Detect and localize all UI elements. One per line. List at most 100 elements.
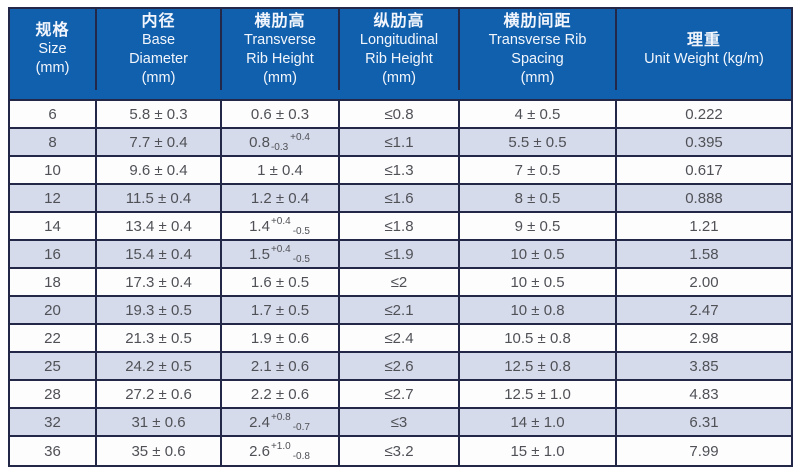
rebar-spec-table: 规格 Size (mm) 内径 Base Diameter (mm) 横肋高 Transvers… — [8, 7, 793, 467]
column-header-en: (mm) — [141, 69, 176, 86]
tolerance-upper: +0.4 — [270, 215, 291, 227]
cell-size: 32 — [10, 409, 97, 435]
column-header-en: (mm) — [520, 69, 555, 86]
cell-longitudinal_rib_height: ≤2.1 — [340, 297, 460, 323]
cell-transverse_rib_height: 1.4 +0.4 -0.5 — [222, 213, 340, 239]
column-header-unit_weight: 理重 Unit Weight (kg/m) — [617, 9, 791, 90]
cell-transverse_rib_spacing: 9 ± 0.5 — [460, 213, 617, 239]
cell-base_diameter: 5.8 ± 0.3 — [97, 101, 222, 127]
column-header-en: Rib Height — [246, 50, 314, 67]
cell-transverse_rib_spacing: 12.5 ± 0.8 — [460, 353, 617, 379]
cell-transverse_rib_spacing: 10.5 ± 0.8 — [460, 325, 617, 351]
cell-unit_weight: 1.21 — [689, 217, 719, 235]
cell-base_diameter: 27.2 ± 0.6 — [97, 381, 222, 407]
table-row: 12 11.5 ± 0.4 1.2 ± 0.4 ≤1.6 8 ± 0.5 0.888 — [10, 185, 791, 213]
cell-transverse_rib_spacing: 4 ± 0.5 — [460, 101, 617, 127]
cell-base_diameter: 15.4 ± 0.4 — [97, 241, 222, 267]
cell-transverse_rib_height: 1.9 ± 0.6 — [222, 325, 340, 351]
cell-size: 8 — [10, 129, 97, 155]
table-row: 32 31 ± 0.6 2.4 +0.8 -0.7 ≤3 14 ± 1.0 6.31 — [10, 409, 791, 437]
cell-size: 6 — [10, 101, 97, 127]
cell-unit_weight: 0.395 — [685, 133, 723, 151]
cell-size: 18 — [10, 269, 97, 295]
column-header-cn: 横肋高 — [254, 12, 306, 30]
cell-size: 20 — [10, 297, 97, 323]
cell-base_diameter: 11.5 ± 0.4 — [97, 185, 222, 211]
table-row: 20 19.3 ± 0.5 1.7 ± 0.5 ≤2.1 10 ± 0.8 2.47 — [10, 297, 791, 325]
column-header-base_diameter: 内径 Base Diameter (mm) — [97, 9, 222, 90]
table-row: 25 24.2 ± 0.5 2.1 ± 0.6 ≤2.6 12.5 ± 0.8 3.85 — [10, 353, 791, 381]
column-header-cn: 理重 — [686, 31, 721, 49]
column-header-en: Spacing — [511, 50, 564, 67]
cell-size: 22 — [10, 325, 97, 351]
cell-transverse_rib_height: 2.2 ± 0.6 — [222, 381, 340, 407]
tolerance-base-value: 0.8 — [249, 133, 270, 151]
cell-transverse_rib_spacing: 10 ± 0.8 — [460, 297, 617, 323]
cell-transverse_rib_height: 1 ± 0.4 — [222, 157, 340, 183]
cell-transverse_rib_spacing: 8 ± 0.5 — [460, 185, 617, 211]
tolerance-upper: +1.0 — [270, 440, 291, 452]
cell-longitudinal_rib_height: ≤3 — [340, 409, 460, 435]
cell-size: 25 — [10, 353, 97, 379]
cell-unit_weight: 3.85 — [689, 357, 719, 375]
cell-longitudinal_rib_height: ≤2.7 — [340, 381, 460, 407]
cell-longitudinal_rib_height: ≤0.8 — [340, 101, 460, 127]
tolerance-base-value: 1.5 — [249, 245, 270, 263]
tolerance-lower: -0.3 — [270, 141, 289, 153]
cell-longitudinal_rib_height: ≤2 — [340, 269, 460, 295]
cell-base_diameter: 24.2 ± 0.5 — [97, 353, 222, 379]
cell-unit_weight: 4.83 — [689, 385, 719, 403]
table-row: 14 13.4 ± 0.4 1.4 +0.4 -0.5 ≤1.8 9 ± 0.5 1.21 — [10, 213, 791, 241]
table-row: 10 9.6 ± 0.4 1 ± 0.4 ≤1.3 7 ± 0.5 0.617 — [10, 157, 791, 185]
table-row: 22 21.3 ± 0.5 1.9 ± 0.6 ≤2.4 10.5 ± 0.8 2.98 — [10, 325, 791, 353]
cell-base_diameter: 13.4 ± 0.4 — [97, 213, 222, 239]
column-header-longitudinal_rib_height: 纵肋高 Longitudinal Rib Height (mm) — [340, 9, 460, 90]
cell-transverse_rib_height: 0.6 ± 0.3 — [222, 101, 340, 127]
cell-size: 12 — [10, 185, 97, 211]
cell-unit_weight: 6.31 — [689, 413, 719, 431]
cell-transverse_rib_height: 2.4 +0.8 -0.7 — [222, 409, 340, 435]
cell-transverse_rib_height: 1.6 ± 0.5 — [222, 269, 340, 295]
cell-base_diameter: 21.3 ± 0.5 — [97, 325, 222, 351]
cell-base_diameter: 9.6 ± 0.4 — [97, 157, 222, 183]
column-header-en: (mm) — [263, 69, 297, 86]
cell-transverse_rib_spacing: 5.5 ± 0.5 — [460, 129, 617, 155]
cell-transverse_rib_height: 1.5 +0.4 -0.5 — [222, 241, 340, 267]
cell-longitudinal_rib_height: ≤2.4 — [340, 325, 460, 351]
tolerance-base-value: 2.4 — [249, 413, 270, 431]
column-header-cn: 内径 — [141, 12, 176, 30]
tolerance-lower: -0.5 — [292, 253, 310, 265]
cell-base_diameter: 7.7 ± 0.4 — [97, 129, 222, 155]
table-row: 8 7.7 ± 0.4 0.8 -0.3 +0.4 ≤1.1 5.5 ± 0.5 0.395 — [10, 129, 791, 157]
table-row: 36 35 ± 0.6 2.6 +1.0 -0.8 ≤3.2 15 ± 1.0 7.99 — [10, 437, 791, 465]
cell-unit_weight: 2.00 — [689, 273, 719, 291]
cell-unit_weight: 0.617 — [685, 161, 723, 179]
cell-size: 14 — [10, 213, 97, 239]
column-header-en: Size — [38, 41, 67, 57]
tolerance-lower: -0.8 — [292, 450, 310, 462]
cell-transverse_rib_height: 1.2 ± 0.4 — [222, 185, 340, 211]
cell-longitudinal_rib_height: ≤1.9 — [340, 241, 460, 267]
cell-transverse_rib_spacing: 15 ± 1.0 — [460, 437, 617, 465]
cell-transverse_rib_height: 2.6 +1.0 -0.8 — [222, 437, 340, 465]
cell-unit_weight: 7.99 — [689, 442, 719, 460]
cell-transverse_rib_spacing: 10 ± 0.5 — [460, 241, 617, 267]
table-row: 6 5.8 ± 0.3 0.6 ± 0.3 ≤0.8 4 ± 0.5 0.222 — [10, 101, 791, 129]
cell-transverse_rib_height: 2.1 ± 0.6 — [222, 353, 340, 379]
column-header-en: Longitudinal — [359, 31, 439, 48]
tolerance-base-value: 1.4 — [249, 217, 270, 235]
cell-size: 10 — [10, 157, 97, 183]
tolerance-base-value: 2.6 — [249, 442, 270, 460]
cell-longitudinal_rib_height: ≤3.2 — [340, 437, 460, 465]
cell-transverse_rib_spacing: 14 ± 1.0 — [460, 409, 617, 435]
column-header-en: Rib Height — [365, 50, 433, 67]
cell-base_diameter: 19.3 ± 0.5 — [97, 297, 222, 323]
cell-unit_weight: 0.888 — [685, 189, 723, 207]
column-header-cn: 横肋间距 — [503, 12, 572, 30]
table-row: 28 27.2 ± 0.6 2.2 ± 0.6 ≤2.7 12.5 ± 1.0 4.83 — [10, 381, 791, 409]
cell-base_diameter: 31 ± 0.6 — [97, 409, 222, 435]
table-row: 18 17.3 ± 0.4 1.6 ± 0.5 ≤2 10 ± 0.5 2.00 — [10, 269, 791, 297]
cell-longitudinal_rib_height: ≤2.6 — [340, 353, 460, 379]
cell-longitudinal_rib_height: ≤1.6 — [340, 185, 460, 211]
